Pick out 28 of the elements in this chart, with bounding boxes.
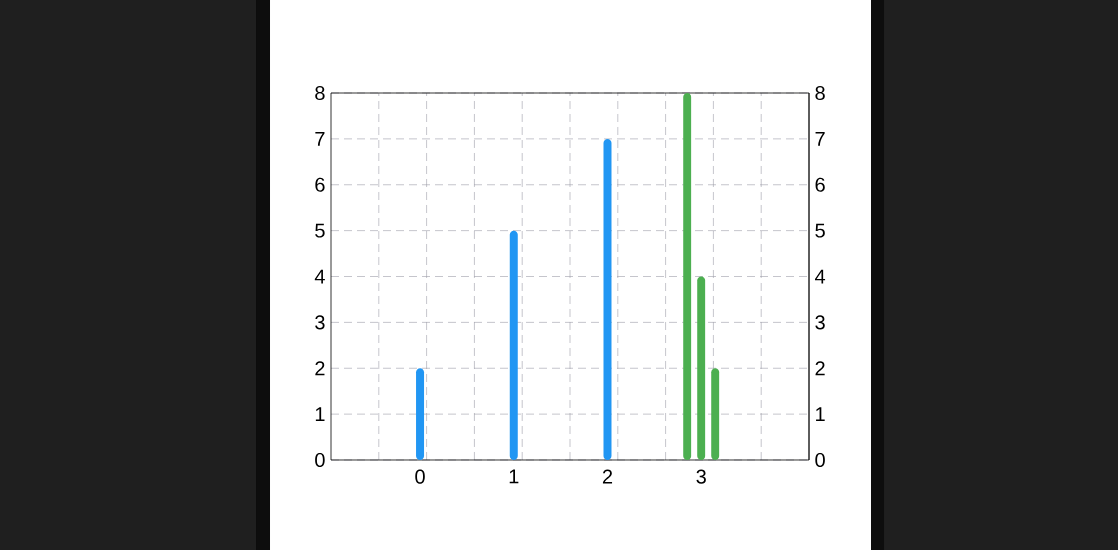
bar bbox=[711, 368, 720, 460]
y2-tick-label: 3 bbox=[815, 315, 825, 330]
bar bbox=[416, 368, 425, 460]
x-tick-label: 2 bbox=[602, 469, 613, 484]
x-tick-label: 0 bbox=[415, 469, 425, 484]
bar bbox=[697, 276, 706, 460]
y2-tick-label: 8 bbox=[815, 85, 825, 101]
y-tick-label: 3 bbox=[315, 315, 325, 330]
y2-tick-label: 7 bbox=[815, 132, 825, 146]
x-tick-label: 3 bbox=[696, 469, 706, 484]
bar bbox=[509, 230, 518, 460]
x-tick-label: 1 bbox=[509, 469, 519, 484]
y-tick-label: 4 bbox=[314, 269, 325, 284]
y2-tick-label: 2 bbox=[815, 361, 825, 376]
y-tick-label: 0 bbox=[315, 452, 325, 468]
y-tick-label: 7 bbox=[315, 132, 325, 146]
y2-tick-label: 6 bbox=[815, 177, 825, 192]
bar bbox=[683, 93, 692, 460]
y-tick-label: 1 bbox=[315, 407, 325, 422]
bar bbox=[603, 138, 612, 460]
y-tick-label: 5 bbox=[315, 223, 325, 238]
y2-tick-label: 0 bbox=[815, 452, 825, 468]
y-tick-label: 8 bbox=[315, 85, 325, 101]
y2-tick-label: 5 bbox=[815, 223, 825, 238]
y2-tick-label: 1 bbox=[816, 407, 825, 422]
y-tick-label: 6 bbox=[315, 177, 325, 192]
y2-tick-label: 4 bbox=[815, 269, 826, 284]
y-tick-label: 2 bbox=[315, 361, 325, 376]
